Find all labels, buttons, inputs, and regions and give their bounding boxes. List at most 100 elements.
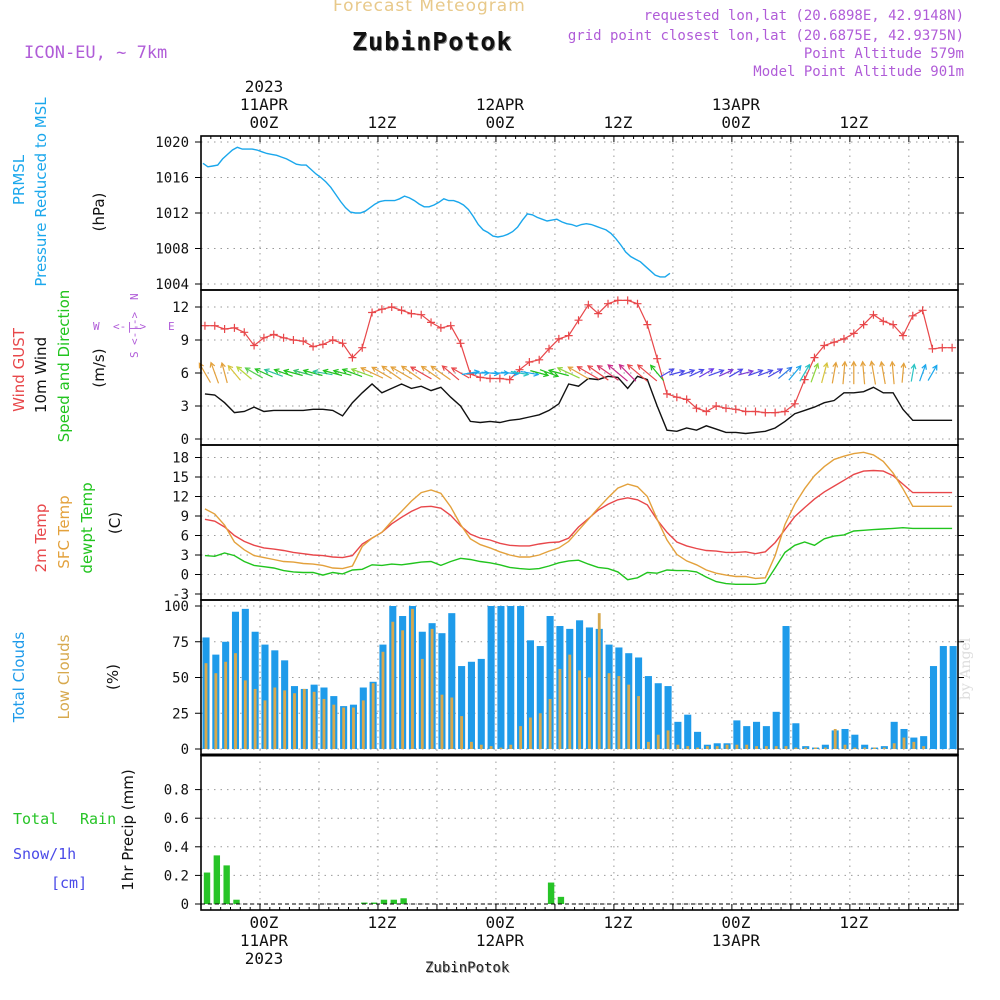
wind-arrow-shaft bbox=[738, 370, 754, 376]
wind-unit: (m/s) bbox=[90, 348, 108, 387]
wind-arrow-shaft bbox=[557, 367, 580, 379]
gust-marker bbox=[633, 299, 642, 308]
wind-arrow-shaft bbox=[619, 364, 637, 382]
wind-arrow-head bbox=[227, 364, 234, 371]
wind-arrow-head bbox=[596, 364, 603, 371]
temp-label-sfc: SFC Temp bbox=[55, 495, 73, 568]
wind-arrow-shaft bbox=[245, 367, 263, 379]
low-cloud-bar bbox=[892, 743, 896, 749]
y-tick-label: 0.4 bbox=[164, 840, 189, 856]
wind-arrow bbox=[409, 366, 432, 380]
gust-marker bbox=[604, 299, 613, 308]
gust-marker bbox=[407, 309, 416, 318]
wind-arrow-shaft bbox=[669, 370, 685, 376]
gust-marker bbox=[721, 404, 730, 413]
gust-marker bbox=[486, 374, 495, 383]
wind-arrow bbox=[738, 369, 755, 376]
model-altitude: Model Point Altitude 901m bbox=[753, 64, 964, 80]
precip-frame bbox=[200, 754, 959, 911]
total-cloud-bar bbox=[654, 683, 662, 749]
gust-marker bbox=[200, 321, 209, 330]
wind-arrow-head bbox=[198, 362, 204, 369]
wind-arrow bbox=[910, 363, 917, 382]
low-cloud-bar bbox=[558, 668, 562, 749]
total-cloud-bar bbox=[753, 721, 761, 749]
wind-arrow-head bbox=[698, 368, 705, 375]
low-cloud-bar bbox=[725, 744, 729, 749]
wind-arrow bbox=[220, 361, 228, 384]
wind-arrow bbox=[869, 360, 877, 385]
wind-arrow-head bbox=[900, 362, 907, 369]
wind-arrow-shaft bbox=[293, 369, 313, 377]
rain-bar bbox=[380, 899, 388, 904]
wind-arrow-head bbox=[254, 368, 261, 374]
wind-panel: 0 3 6 9 12 bbox=[172, 289, 964, 448]
wind-arrow-shaft bbox=[500, 371, 519, 375]
gust-marker bbox=[368, 308, 377, 317]
rain-bar bbox=[370, 902, 378, 904]
total-cloud-bar bbox=[861, 744, 869, 749]
wind-arrow-head bbox=[312, 369, 319, 375]
wind-arrow bbox=[282, 368, 303, 377]
low-cloud-bar bbox=[234, 653, 237, 749]
gust-marker bbox=[545, 344, 554, 353]
low-cloud-bar bbox=[794, 747, 798, 749]
gust-marker bbox=[869, 310, 878, 319]
gust-marker bbox=[230, 323, 239, 332]
wind-label-10m: 10m Wind bbox=[32, 337, 50, 413]
gust-marker bbox=[584, 300, 593, 309]
low-cloud-bar bbox=[715, 746, 719, 749]
total-cloud-bar bbox=[821, 744, 829, 749]
wind-arrow bbox=[777, 366, 793, 379]
low-cloud-bar bbox=[696, 747, 699, 749]
wind-arrow bbox=[371, 366, 392, 380]
low-cloud-bar bbox=[420, 658, 424, 749]
wind-arrow-head bbox=[263, 368, 270, 374]
wind-arrow bbox=[400, 365, 422, 381]
pressure-unit: (hPa) bbox=[90, 193, 108, 232]
wind-arrow-shaft bbox=[210, 362, 220, 384]
low-cloud-bar bbox=[814, 747, 817, 749]
low-cloud-bar bbox=[381, 651, 385, 749]
y-tick-label: 0.6 bbox=[164, 811, 189, 827]
wind-arrow-shaft bbox=[678, 369, 695, 377]
pressure-line bbox=[202, 146, 671, 278]
top-time-label: 12Z bbox=[368, 113, 397, 132]
low-cloud-bar bbox=[450, 697, 454, 749]
2m-temp-line bbox=[204, 469, 953, 559]
rain-bar bbox=[557, 896, 565, 904]
total-cloud-bar bbox=[851, 734, 859, 749]
y-tick-label: 0 bbox=[181, 432, 189, 448]
wind-arrow-shaft bbox=[810, 363, 819, 383]
wind-arrow-head bbox=[553, 372, 560, 378]
gust-marker bbox=[839, 334, 848, 343]
closest-location: grid point closest lon,lat (20.6875E, 42… bbox=[567, 28, 964, 44]
low-cloud-bar bbox=[253, 688, 257, 749]
wind-arrow-shaft bbox=[227, 365, 241, 381]
low-cloud-bar bbox=[283, 690, 287, 749]
top-time-label: 12Z bbox=[603, 113, 632, 132]
wind-arrow-shaft bbox=[927, 365, 938, 381]
wind-arrow-shaft bbox=[274, 369, 293, 377]
wind-arrow bbox=[850, 360, 857, 385]
wind-arrow-head bbox=[879, 360, 885, 367]
wind-arrow-shaft bbox=[862, 361, 866, 385]
low-cloud-bar bbox=[214, 673, 218, 749]
wind-arrow bbox=[841, 360, 848, 385]
compass-ns-arrow: <-|-> bbox=[128, 312, 141, 345]
wind-arrow-head bbox=[813, 362, 820, 369]
compass-ew-arrow: <-|-> bbox=[113, 320, 146, 333]
y-tick-label: 1004 bbox=[155, 277, 189, 293]
wind-arrow-shaft bbox=[451, 367, 470, 379]
wind-arrow bbox=[831, 361, 839, 384]
wind-arrow-head bbox=[244, 367, 251, 373]
low-cloud-bar bbox=[548, 698, 552, 749]
gust-marker bbox=[515, 365, 524, 374]
wind-arrow-head bbox=[282, 368, 290, 375]
low-cloud-bar bbox=[391, 621, 395, 749]
wind-arrow bbox=[810, 362, 820, 383]
low-cloud-bar bbox=[302, 688, 306, 749]
wind-arrow bbox=[919, 363, 927, 382]
wind-arrow bbox=[576, 366, 600, 380]
